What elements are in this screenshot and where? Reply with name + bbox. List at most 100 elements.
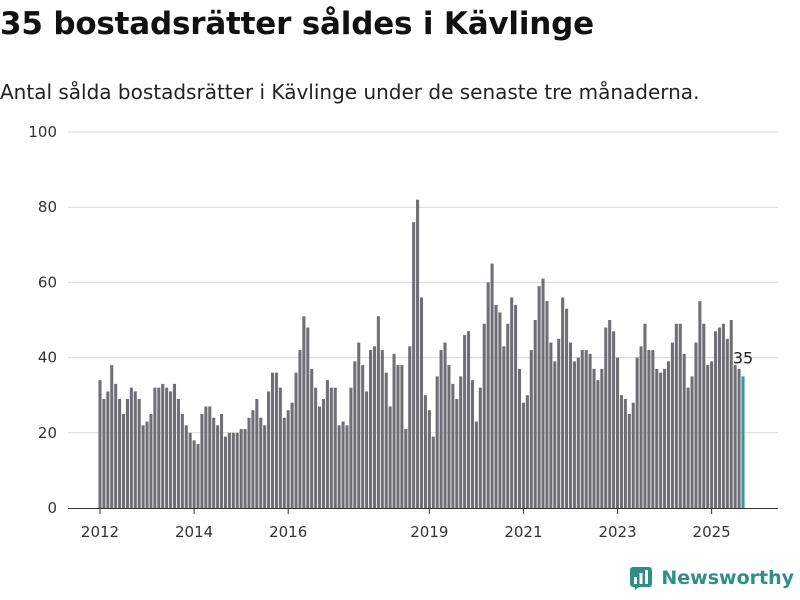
bar (353, 361, 357, 508)
bar (568, 342, 573, 508)
bar (733, 365, 737, 508)
bar (514, 304, 518, 508)
bar (278, 387, 282, 508)
bar (298, 350, 302, 508)
bar (369, 350, 373, 508)
bar (376, 316, 380, 508)
bar (423, 395, 427, 508)
bar (192, 440, 196, 508)
bar (545, 301, 549, 508)
bar (627, 414, 631, 508)
bar (486, 282, 490, 508)
bar (129, 387, 133, 508)
bar (357, 342, 361, 508)
bar (537, 286, 541, 508)
bar (635, 357, 639, 508)
brand-name: Newsworthy (661, 567, 794, 589)
bar (482, 323, 486, 508)
bar (247, 417, 251, 508)
bar (631, 402, 635, 508)
bar (345, 425, 349, 508)
bar (678, 323, 682, 508)
bar (639, 346, 643, 508)
bar (216, 425, 220, 508)
y-tick-label: 100 (28, 123, 57, 141)
bar (478, 387, 482, 508)
bar (325, 380, 329, 508)
bar (263, 425, 267, 508)
bar (227, 432, 231, 508)
bar (235, 432, 239, 508)
bar (141, 425, 145, 508)
x-tick-label: 2016 (269, 523, 307, 541)
bar (592, 368, 596, 508)
bar (239, 429, 243, 508)
bar (380, 350, 384, 508)
bar (443, 342, 447, 508)
bar (153, 387, 157, 508)
bar (329, 387, 333, 508)
bar (188, 432, 192, 508)
bar (321, 398, 326, 508)
bar (318, 406, 322, 508)
bar (165, 387, 169, 508)
bar (286, 410, 290, 508)
bar (714, 331, 718, 508)
bar (392, 353, 396, 508)
bar (666, 361, 671, 508)
bar (451, 383, 455, 508)
bar (231, 432, 235, 508)
bar (302, 316, 306, 508)
y-tick-label: 0 (47, 499, 57, 517)
bar (725, 338, 729, 508)
bar (710, 361, 714, 508)
bar (408, 346, 412, 508)
bar (180, 414, 184, 508)
bar (251, 410, 255, 508)
bar (686, 387, 690, 508)
bar (494, 304, 498, 508)
bar (549, 342, 553, 508)
bar (721, 323, 725, 508)
bar (463, 335, 467, 508)
bar (121, 414, 126, 508)
bar (349, 387, 353, 508)
bar (490, 263, 494, 508)
newsworthy-logo-icon (630, 567, 653, 590)
bar (737, 368, 741, 508)
bar (365, 391, 369, 508)
bar (133, 391, 137, 508)
bar (510, 297, 514, 508)
bar (157, 387, 161, 508)
bar (674, 323, 678, 508)
bar (619, 395, 623, 508)
bar (176, 398, 180, 508)
bar (572, 361, 576, 508)
chart-title: 35 bostadsrätter såldes i Kävlinge (0, 6, 594, 42)
bar (212, 417, 216, 508)
bar (517, 368, 522, 508)
bar (608, 320, 612, 508)
bar (184, 425, 188, 508)
bar (557, 338, 561, 508)
bar (616, 357, 620, 508)
brand-logo[interactable]: Newsworthy (629, 566, 794, 590)
x-tick-label: 2023 (598, 523, 636, 541)
bar (102, 398, 106, 508)
bar (114, 383, 118, 508)
bar (706, 365, 710, 508)
bar (553, 361, 557, 508)
bar (565, 308, 569, 508)
bar (584, 350, 588, 508)
highlight-value-label: 35 (733, 348, 753, 367)
bar (682, 353, 686, 508)
bar (698, 301, 702, 508)
y-tick-label: 20 (38, 424, 57, 442)
bar (580, 350, 584, 508)
bar (474, 421, 478, 508)
bar (659, 372, 663, 508)
bar (274, 372, 278, 508)
bar (643, 323, 647, 508)
bar (267, 391, 271, 508)
